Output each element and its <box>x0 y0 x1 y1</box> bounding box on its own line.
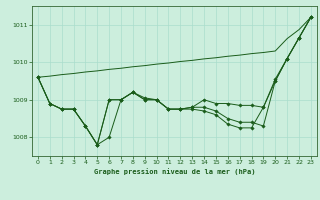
X-axis label: Graphe pression niveau de la mer (hPa): Graphe pression niveau de la mer (hPa) <box>94 168 255 175</box>
